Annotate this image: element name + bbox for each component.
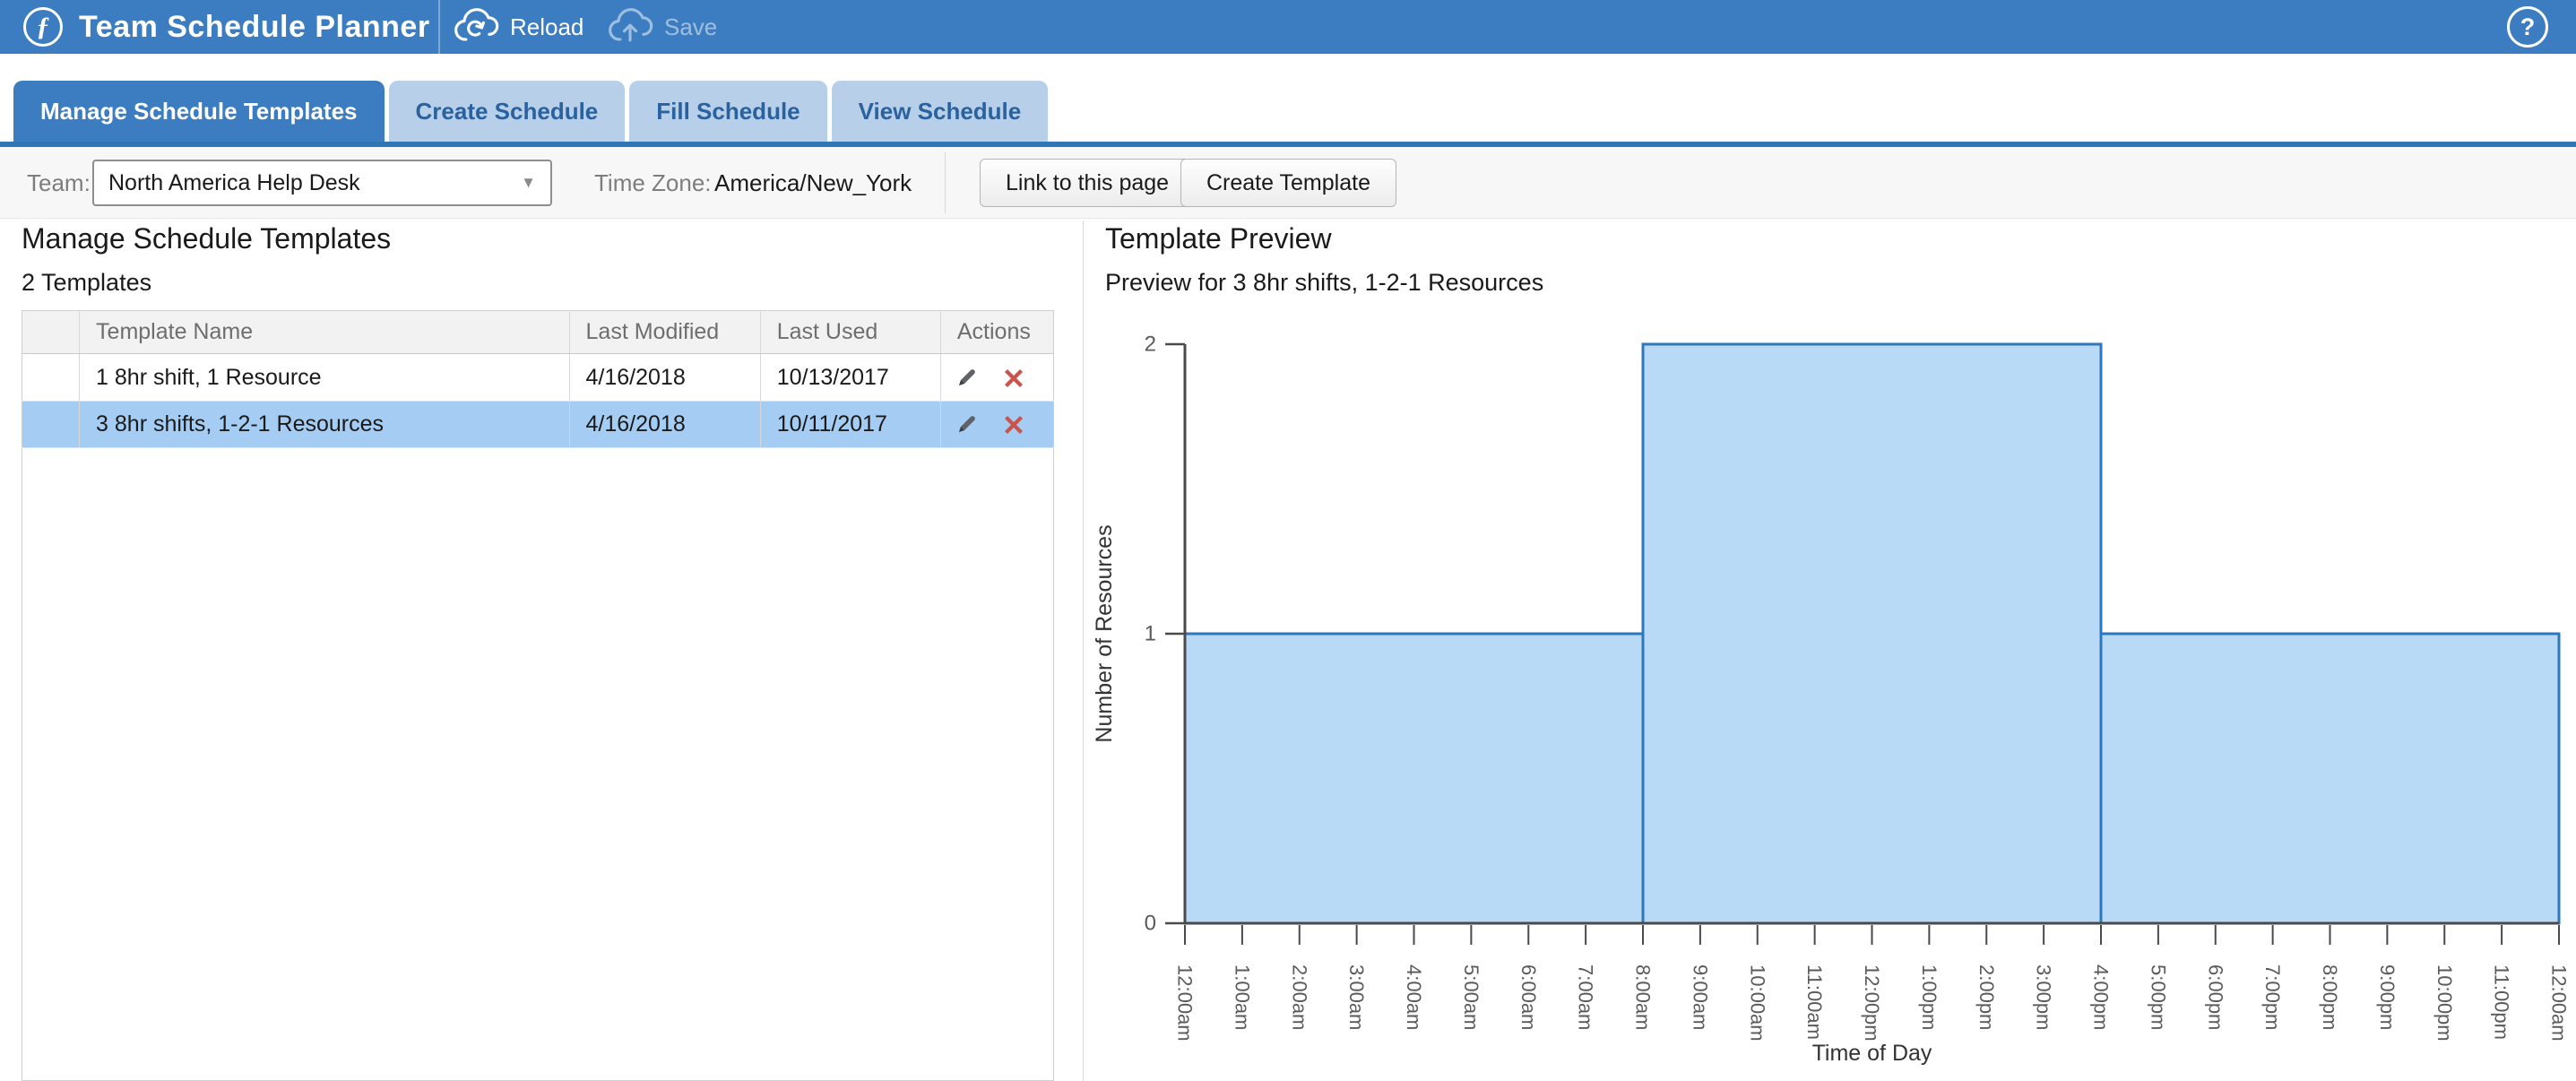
x-tick-label: 2:00pm xyxy=(1975,964,1998,1030)
x-tick-label: 12:00pm xyxy=(1861,964,1883,1042)
y-tick-label: 1 xyxy=(1145,622,1156,646)
x-tick-label: 8:00am xyxy=(1632,964,1655,1030)
x-tick-label: 10:00am xyxy=(1746,964,1768,1042)
x-tick-label: 4:00am xyxy=(1403,964,1425,1030)
table-empty-area xyxy=(22,447,1054,1081)
reload-label: Reload xyxy=(510,13,584,40)
resource-area xyxy=(1183,342,2561,925)
tab-manage-schedule-templates[interactable]: Manage Schedule Templates xyxy=(13,81,385,142)
x-tick-label: 8:00pm xyxy=(2319,964,2341,1030)
y-axis-title: Number of Resources xyxy=(1092,524,1117,742)
save-button[interactable]: Save xyxy=(607,0,717,54)
x-tick-label: 3:00pm xyxy=(2033,964,2055,1030)
app-title: Team Schedule Planner xyxy=(79,10,430,44)
app-header: ƒ Team Schedule Planner Reload Save ? xyxy=(0,0,2576,54)
x-tick-label: 5:00pm xyxy=(2147,964,2169,1030)
timezone-value: America/New_York xyxy=(714,169,912,196)
table-row[interactable]: 3 8hr shifts, 1-2-1 Resources 4/16/2018 … xyxy=(22,401,1054,449)
x-tick-label: 9:00am xyxy=(1689,964,1711,1030)
cell-template-name[interactable]: 1 8hr shift, 1 Resource xyxy=(79,353,570,402)
tab-create-schedule[interactable]: Create Schedule xyxy=(388,81,626,142)
x-tick-label: 12:00am xyxy=(1174,964,1197,1042)
x-tick-label: 2:00am xyxy=(1288,964,1310,1030)
preview-subtitle: Preview for 3 8hr shifts, 1-2-1 Resource… xyxy=(1105,269,1544,296)
column-actions: Actions xyxy=(940,310,1054,355)
create-template-button[interactable]: Create Template xyxy=(1180,159,1396,207)
edit-icon[interactable] xyxy=(954,366,979,391)
x-tick-label: 7:00pm xyxy=(2261,964,2284,1030)
tab-view-schedule[interactable]: View Schedule xyxy=(831,81,1049,142)
x-tick-label: 11:00pm xyxy=(2491,964,2513,1040)
chevron-down-icon: ▼ xyxy=(521,174,536,191)
cell-last-used[interactable]: 10/13/2017 xyxy=(760,353,941,402)
column-last-modified: Last Modified xyxy=(569,310,761,355)
tab-fill-schedule[interactable]: Fill Schedule xyxy=(629,81,827,142)
header-divider xyxy=(438,0,440,54)
cloud-save-icon xyxy=(607,8,653,46)
cell-actions xyxy=(940,353,1054,402)
x-tick-label: 1:00am xyxy=(1231,964,1253,1030)
edit-icon[interactable] xyxy=(954,412,979,437)
toolbar-divider xyxy=(945,152,946,213)
team-select[interactable]: North America Help Desk ▼ xyxy=(92,160,552,206)
cell-last-modified[interactable]: 4/16/2018 xyxy=(569,353,761,402)
x-tick-label: 12:00am xyxy=(2548,964,2571,1042)
left-panel-title: Manage Schedule Templates xyxy=(22,222,392,255)
template-preview-chart: 0 1 2 12:00am 1:00am 2:00am 3:00am 4:00am 5:00am… xyxy=(1092,333,2571,1067)
x-axis-title: Time of Day xyxy=(1812,1041,1932,1066)
app-logo-icon: ƒ xyxy=(23,7,63,47)
templates-table: Template Name Last Modified Last Used Ac… xyxy=(22,310,1054,1081)
cell-template-name[interactable]: 3 8hr shifts, 1-2-1 Resources xyxy=(79,401,570,449)
template-count: 2 Templates xyxy=(22,269,152,296)
cell-actions xyxy=(940,401,1054,449)
timezone-label: Time Zone: xyxy=(594,169,712,196)
column-last-used: Last Used xyxy=(760,310,941,355)
column-selector xyxy=(22,310,81,355)
cell-last-used[interactable]: 10/11/2017 xyxy=(760,401,941,449)
panel-divider xyxy=(1083,221,1084,1081)
table-row[interactable]: 1 8hr shift, 1 Resource 4/16/2018 10/13/… xyxy=(22,353,1054,402)
save-label: Save xyxy=(664,13,718,40)
x-tick-label: 1:00pm xyxy=(1918,964,1941,1030)
x-tick-label: 10:00pm xyxy=(2433,964,2456,1042)
y-tick-label: 0 xyxy=(1145,912,1156,936)
right-panel-title: Template Preview xyxy=(1105,222,1332,255)
reload-button[interactable]: Reload xyxy=(453,0,583,54)
column-template-name: Template Name xyxy=(79,310,570,355)
table-header-row: Template Name Last Modified Last Used Ac… xyxy=(22,310,1054,355)
x-tick-label: 6:00am xyxy=(1517,964,1540,1030)
x-tick-label: 7:00am xyxy=(1575,964,1597,1030)
link-to-page-button[interactable]: Link to this page xyxy=(980,159,1196,207)
x-tick-label: 3:00am xyxy=(1345,964,1368,1030)
x-tick-label: 6:00pm xyxy=(2204,964,2226,1030)
cloud-reload-icon xyxy=(453,8,499,46)
x-tick-label: 4:00pm xyxy=(2090,964,2113,1030)
toolbar: Team: North America Help Desk ▼ Time Zon… xyxy=(0,147,2576,219)
tab-bar: Manage Schedule Templates Create Schedul… xyxy=(0,81,2576,142)
y-tick-label: 2 xyxy=(1145,333,1156,357)
x-tick-label: 11:00am xyxy=(1803,964,1826,1040)
team-select-value: North America Help Desk xyxy=(108,170,360,195)
cell-selector[interactable] xyxy=(22,353,81,402)
x-tick-label: 9:00pm xyxy=(2376,964,2399,1030)
delete-icon[interactable] xyxy=(1001,366,1026,391)
tab-underline xyxy=(0,142,2576,147)
cell-selector[interactable] xyxy=(22,401,81,449)
help-button[interactable]: ? xyxy=(2507,6,2548,48)
cell-last-modified[interactable]: 4/16/2018 xyxy=(569,401,761,449)
delete-icon[interactable] xyxy=(1001,412,1026,437)
team-label: Team: xyxy=(27,169,91,196)
x-tick-label: 5:00am xyxy=(1460,964,1482,1030)
